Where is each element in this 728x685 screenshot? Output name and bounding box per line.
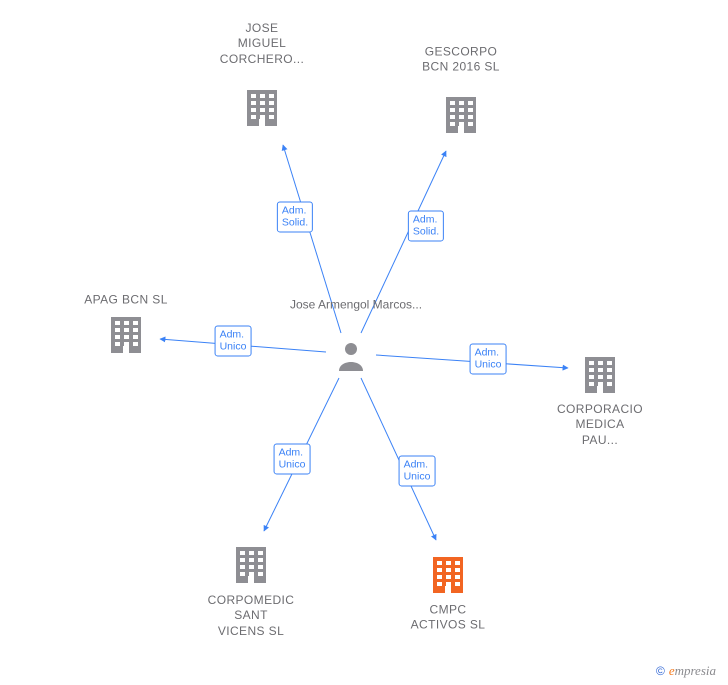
edge-label: Adm. Solid.: [277, 201, 313, 232]
edge-label: Adm. Unico: [215, 325, 252, 356]
edge-label: Adm. Solid.: [408, 210, 444, 241]
copyright-symbol: ©: [656, 664, 665, 678]
node-label[interactable]: GESCORPO BCN 2016 SL: [422, 45, 500, 76]
footer-attribution: ©empresia: [656, 663, 716, 679]
building-icon[interactable]: [433, 557, 463, 593]
node-label[interactable]: CORPORACIO MEDICA PAU...: [557, 402, 643, 448]
brand-rest: mpresia: [675, 663, 716, 678]
node-label[interactable]: CMPC ACTIVOS SL: [411, 603, 486, 634]
building-icon[interactable]: [585, 357, 615, 393]
diagram-canvas: [0, 0, 728, 685]
node-label[interactable]: CORPOMEDIC SANT VICENS SL: [208, 593, 295, 639]
person-icon[interactable]: [339, 343, 363, 371]
edge-label: Adm. Unico: [399, 455, 436, 486]
edge-label: Adm. Unico: [274, 443, 311, 474]
building-icon[interactable]: [111, 317, 141, 353]
edge-label: Adm. Unico: [470, 343, 507, 374]
node-label[interactable]: APAG BCN SL: [84, 292, 168, 307]
building-icon[interactable]: [247, 90, 277, 126]
building-icon[interactable]: [446, 97, 476, 133]
building-icon[interactable]: [236, 547, 266, 583]
node-label[interactable]: JOSE MIGUEL CORCHERO...: [220, 21, 304, 67]
center-node-label[interactable]: Jose Armengol Marcos...: [290, 297, 422, 312]
